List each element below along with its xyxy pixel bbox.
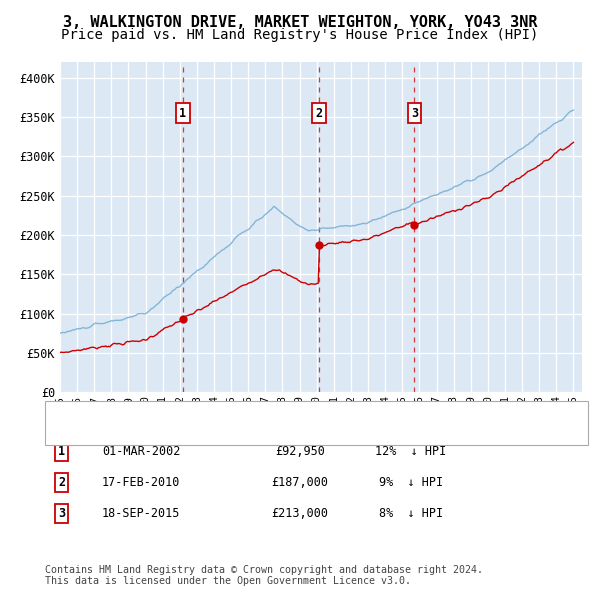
Text: 8%  ↓ HPI: 8% ↓ HPI	[379, 507, 443, 520]
Text: 3: 3	[58, 507, 65, 520]
Text: 01-MAR-2002: 01-MAR-2002	[102, 445, 180, 458]
Text: 1: 1	[179, 107, 186, 120]
Text: This data is licensed under the Open Government Licence v3.0.: This data is licensed under the Open Gov…	[45, 576, 411, 586]
Text: 12%  ↓ HPI: 12% ↓ HPI	[376, 445, 446, 458]
Text: 17-FEB-2010: 17-FEB-2010	[102, 476, 180, 489]
Text: £187,000: £187,000	[271, 476, 329, 489]
Text: HPI: Average price, detached house, East Riding of Yorkshire: HPI: Average price, detached house, East…	[86, 428, 491, 438]
Text: 3, WALKINGTON DRIVE, MARKET WEIGHTON, YORK, YO43 3NR (detached house): 3, WALKINGTON DRIVE, MARKET WEIGHTON, YO…	[86, 407, 551, 417]
Text: 3: 3	[411, 107, 418, 120]
Text: Price paid vs. HM Land Registry's House Price Index (HPI): Price paid vs. HM Land Registry's House …	[61, 28, 539, 42]
Text: 3, WALKINGTON DRIVE, MARKET WEIGHTON, YORK, YO43 3NR: 3, WALKINGTON DRIVE, MARKET WEIGHTON, YO…	[63, 15, 537, 30]
Text: 2: 2	[315, 107, 322, 120]
Text: 1: 1	[58, 445, 65, 458]
Text: 18-SEP-2015: 18-SEP-2015	[102, 507, 180, 520]
Text: Contains HM Land Registry data © Crown copyright and database right 2024.: Contains HM Land Registry data © Crown c…	[45, 565, 483, 575]
Text: £213,000: £213,000	[271, 507, 329, 520]
Text: £92,950: £92,950	[275, 445, 325, 458]
Text: 2: 2	[58, 476, 65, 489]
Text: 9%  ↓ HPI: 9% ↓ HPI	[379, 476, 443, 489]
